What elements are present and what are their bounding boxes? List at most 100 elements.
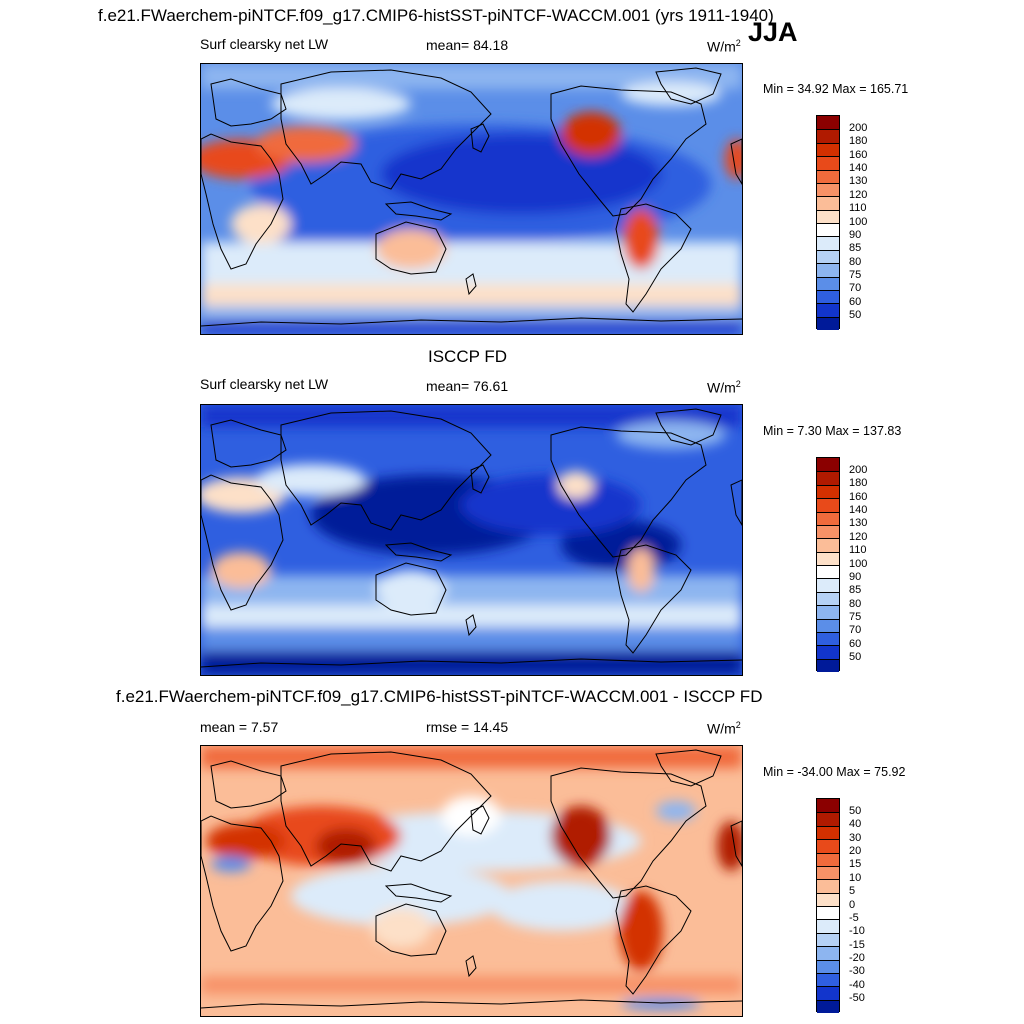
mean-label-obs: mean= 76.61 xyxy=(426,378,509,394)
colorbar-swatch xyxy=(817,578,839,592)
colorbar-swatch xyxy=(817,812,839,826)
colorbar-tick-label: 10 xyxy=(849,871,862,884)
colorbar-tick-label: 75 xyxy=(849,611,862,623)
panel-title-model: f.e21.FWaerchem-piNTCF.f09_g17.CMIP6-his… xyxy=(98,6,774,25)
colorbar-swatch xyxy=(817,865,839,880)
colorbar-tick-label: 60 xyxy=(849,637,862,650)
minmax-label-diff: Min = -34.00 Max = 75.92 xyxy=(763,765,906,779)
colorbar-tick-label: 20 xyxy=(849,845,862,857)
colorbar-tick-label: -40 xyxy=(849,978,865,991)
colorbar-swatch xyxy=(817,276,839,290)
units-label-obs: W/m2 xyxy=(707,379,741,396)
colorbar-tick-label: 160 xyxy=(849,148,868,161)
colorbar-swatch xyxy=(817,511,839,525)
colorbar-swatch xyxy=(817,892,839,906)
map-obs-field xyxy=(201,405,742,675)
colorbar-tick-label: 160 xyxy=(849,490,868,503)
colorbar-tick-label: 15 xyxy=(849,858,862,871)
colorbar-tick-label: -30 xyxy=(849,965,865,978)
season-label: JJA xyxy=(748,17,798,47)
colorbar-tick-label: -15 xyxy=(849,938,865,951)
colorbar-tick-label: 180 xyxy=(849,477,868,490)
colorbar-tick-label: 200 xyxy=(849,121,868,134)
colorbar-tick-label: 85 xyxy=(849,242,862,255)
colorbar-swatch xyxy=(817,799,839,813)
colorbar-swatch xyxy=(817,839,839,853)
panel-title-obs: ISCCP FD xyxy=(428,347,508,366)
colorbar-tick-label: 50 xyxy=(849,804,862,817)
map-diff xyxy=(200,745,743,1017)
colorbar-swatch xyxy=(817,565,839,579)
colorbar-swatch xyxy=(817,129,839,143)
colorbar-tick-label: 50 xyxy=(849,309,862,322)
colorbar-diff xyxy=(816,798,840,1013)
colorbar-swatch xyxy=(817,169,839,183)
colorbar-tick-label: 70 xyxy=(849,624,862,637)
map-model-field xyxy=(201,64,742,334)
colorbar-tick-label: 30 xyxy=(849,831,862,844)
colorbar-swatch xyxy=(817,498,839,512)
variable-label-model: Surf clearsky net LW xyxy=(200,36,329,52)
colorbar-swatch xyxy=(817,551,839,565)
colorbar-tick-label: -5 xyxy=(849,911,859,924)
colorbar-tick-label: 85 xyxy=(849,584,862,597)
colorbar-swatch xyxy=(817,458,839,472)
colorbar-tick-label: 80 xyxy=(849,255,862,268)
map-model xyxy=(200,63,743,335)
colorbar-swatch xyxy=(817,182,839,197)
map-diff-field xyxy=(201,746,742,1016)
colorbar-swatch xyxy=(817,959,839,973)
colorbar-tick-label: 90 xyxy=(849,228,862,241)
colorbar-tick-label: 110 xyxy=(849,202,867,215)
colorbar-tick-label: 0 xyxy=(849,898,856,911)
colorbar-swatch xyxy=(817,249,839,264)
colorbar-swatch xyxy=(817,618,839,632)
colorbar-tick-label: 50 xyxy=(849,651,862,664)
colorbar-tick-label: 140 xyxy=(849,504,868,516)
colorbar-swatch xyxy=(817,196,839,210)
colorbar-swatch xyxy=(817,471,839,485)
colorbar-tick-label: 180 xyxy=(849,135,868,148)
variable-label-obs: Surf clearsky net LW xyxy=(200,376,329,392)
colorbar-tick-label: 60 xyxy=(849,295,862,308)
minmax-label-model: Min = 34.92 Max = 165.71 xyxy=(763,82,909,96)
colorbar-swatch xyxy=(817,852,839,866)
colorbar-swatch xyxy=(817,932,839,947)
colorbar-swatch xyxy=(817,142,839,157)
colorbar-swatch xyxy=(817,209,839,223)
colorbar-tick-label: 5 xyxy=(849,885,856,898)
colorbar-swatch xyxy=(817,972,839,987)
colorbar-swatch xyxy=(817,658,839,672)
colorbar-tick-label: 120 xyxy=(849,188,868,201)
colorbar-swatch xyxy=(817,946,839,960)
colorbar-swatch xyxy=(817,591,839,606)
units-label-diff: W/m2 xyxy=(707,720,741,737)
mean-label-model: mean= 84.18 xyxy=(426,37,509,53)
colorbar-tick-label: -50 xyxy=(849,992,865,1005)
colorbar-swatch xyxy=(817,906,839,920)
colorbar-swatch xyxy=(817,263,839,277)
colorbar-swatch xyxy=(817,986,839,1000)
map-obs xyxy=(200,404,743,676)
colorbar-swatch xyxy=(817,524,839,539)
colorbar-swatch xyxy=(817,825,839,840)
colorbar-swatch xyxy=(817,316,839,330)
colorbar-swatch xyxy=(817,605,839,619)
colorbar-swatch xyxy=(817,879,839,893)
colorbar-model xyxy=(816,115,840,330)
colorbar-tick-label: -20 xyxy=(849,952,865,964)
colorbar-tick-label: 140 xyxy=(849,162,868,174)
colorbar-swatch xyxy=(817,289,839,304)
colorbar-swatch xyxy=(817,645,839,659)
colorbar-tick-label: 110 xyxy=(849,544,867,557)
colorbar-tick-label: 80 xyxy=(849,597,862,610)
colorbar-tick-label: 100 xyxy=(849,557,868,570)
colorbar-tick-label: 120 xyxy=(849,530,868,543)
rmse-label-diff: rmse = 14.45 xyxy=(426,719,509,735)
colorbar-swatch xyxy=(817,236,839,250)
colorbar-tick-label: 130 xyxy=(849,517,868,530)
colorbar-tick-label: 200 xyxy=(849,463,868,476)
colorbar-tick-label: 130 xyxy=(849,175,868,188)
colorbar-swatch xyxy=(817,999,839,1013)
colorbar-swatch xyxy=(817,116,839,130)
